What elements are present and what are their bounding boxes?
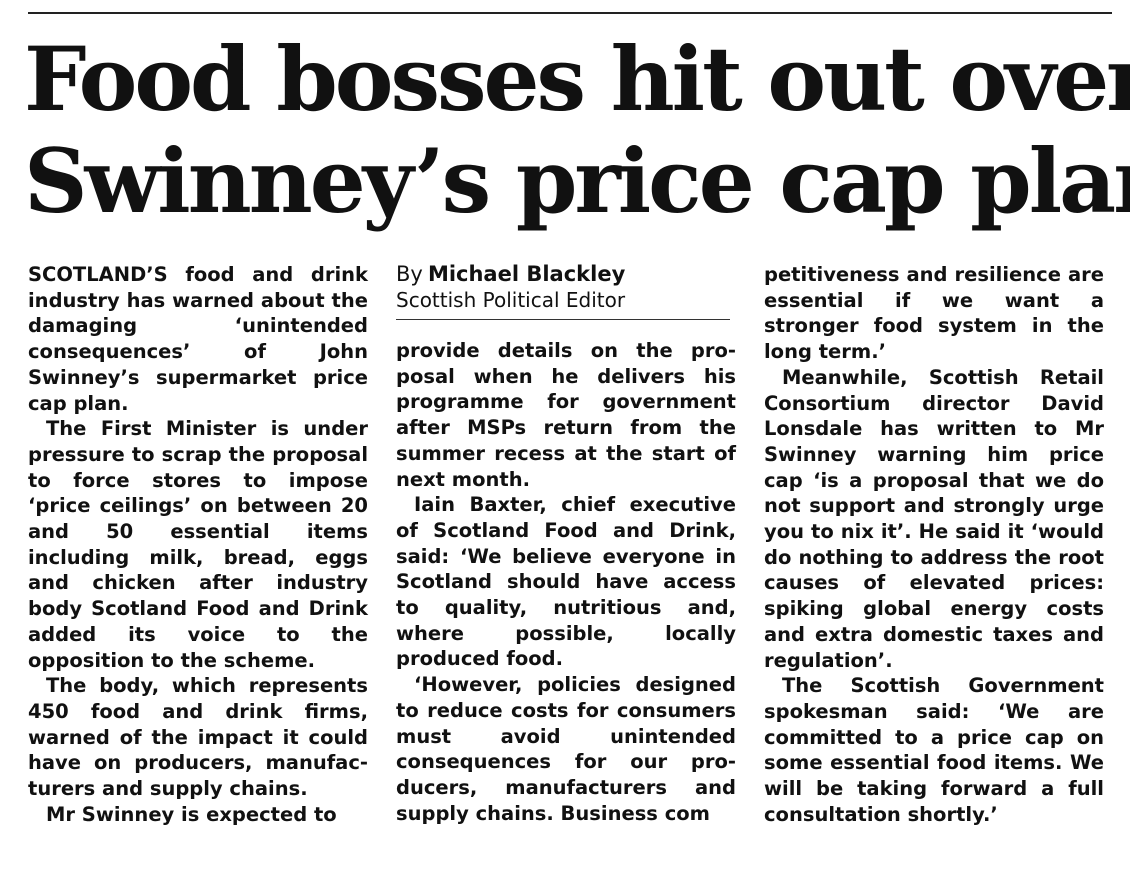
top-rule [28, 12, 1112, 14]
byline-by: By [396, 262, 423, 286]
article-column-2: provide details on the pro­posal when he… [396, 338, 736, 826]
byline-author: Michael Blackley [427, 262, 626, 286]
body-paragraph: provide details on the pro­posal when he… [396, 339, 736, 491]
body-paragraph: ‘However, policies designed to reduce co… [396, 673, 736, 825]
body-paragraph: The First Minister is under pressure to … [28, 417, 368, 672]
headline-line-1: Food bosses hit out over [24, 27, 1130, 131]
lead-paragraph: SCOTLAND’S food and drink industry has w… [28, 263, 368, 415]
article-column-1: SCOTLAND’S food and drink industry has w… [28, 262, 368, 827]
body-paragraph: Meanwhile, Scottish Retail Consortium di… [764, 365, 1104, 672]
headline: Food bosses hit out over Swinney’s price… [24, 27, 1130, 233]
byline: By Michael Blackley Scottish Political E… [396, 262, 730, 320]
article-column-3: petitiveness and resilience are essentia… [764, 262, 1104, 827]
body-paragraph: Mr Swinney is expected to [46, 802, 337, 826]
byline-role: Scottish Political Editor [396, 288, 626, 312]
body-paragraph: The Scottish Government spokesman said: … [764, 674, 1104, 826]
body-paragraph: Iain Baxter, chief executive of Scotland… [396, 493, 736, 671]
headline-line-2: Swinney’s price cap plan [24, 129, 1130, 233]
body-paragraph: petitiveness and resilience are essentia… [764, 263, 1104, 364]
body-paragraph: The body, which represents 450 food and … [28, 674, 368, 801]
